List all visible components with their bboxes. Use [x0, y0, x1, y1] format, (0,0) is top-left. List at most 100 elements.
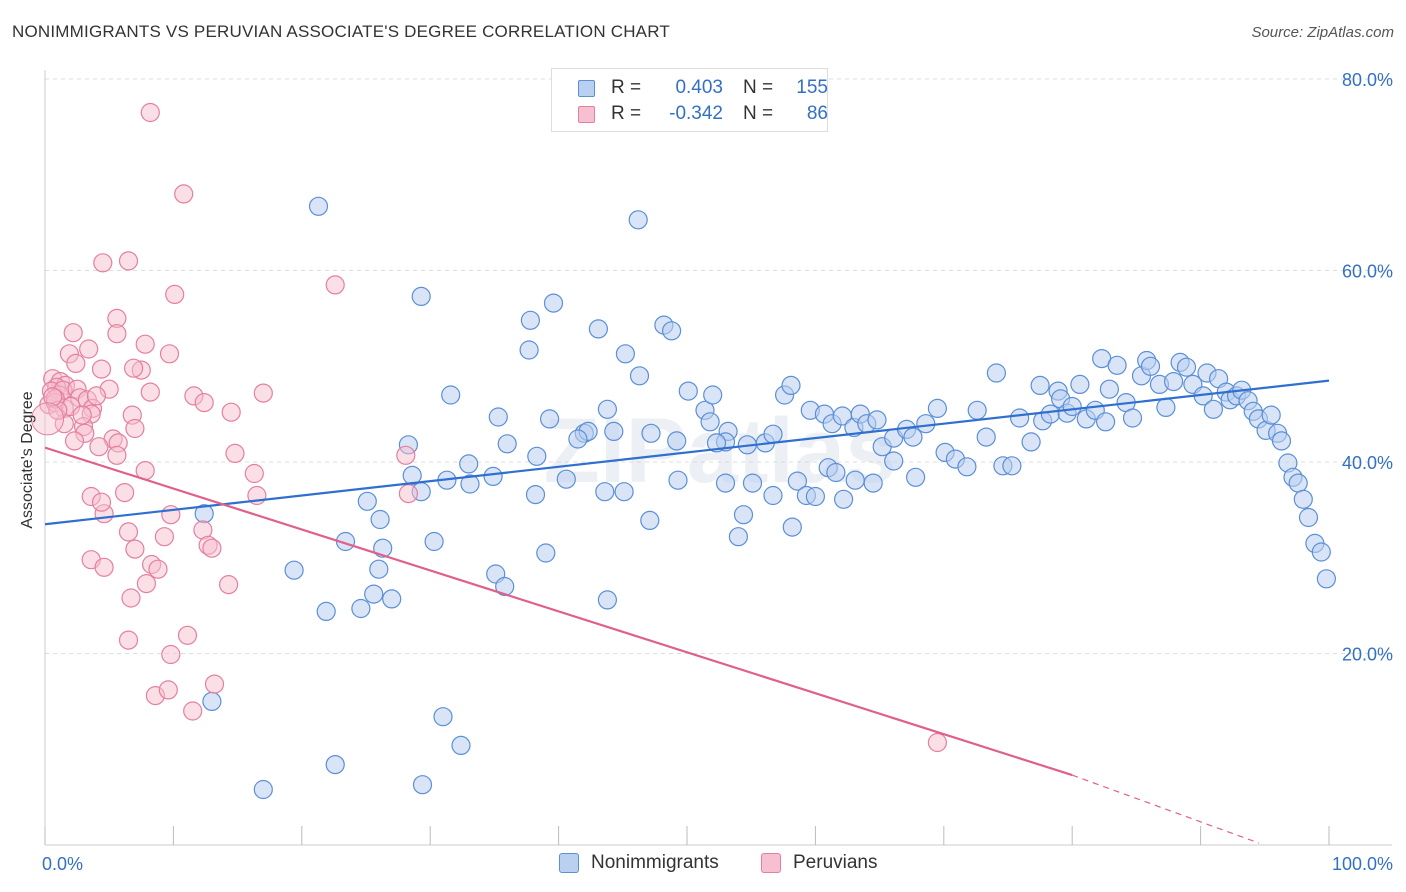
nonimmigrants-point	[539, 409, 560, 429]
nonimmigrants-point	[1062, 396, 1082, 417]
nonimmigrants-point	[370, 509, 390, 530]
nonimmigrants-point	[1070, 374, 1090, 394]
peruvians-point	[396, 445, 416, 465]
nonimmigrants-point	[629, 366, 650, 386]
peruvians-point	[89, 437, 109, 457]
legend-r-label: R =	[611, 77, 642, 98]
nonimmigrants-point	[369, 559, 389, 579]
nonimmigrants-point	[700, 412, 720, 432]
nonimmigrants-point	[733, 505, 754, 525]
nonimmigrants-point	[1009, 408, 1030, 428]
peruvians-point	[64, 431, 85, 451]
peruvians-point	[159, 344, 180, 364]
peruvians-point	[154, 527, 174, 547]
nonimmigrants-point	[284, 560, 304, 580]
legend-row-peruvians: R = -0.342 N = 86	[578, 102, 828, 126]
nonimmigrants-point	[641, 423, 661, 443]
nonimmigrants-point	[1203, 399, 1224, 419]
nonimmigrants-point	[1030, 375, 1050, 395]
nonimmigrants-point	[728, 527, 749, 547]
peruvians-point	[125, 418, 145, 439]
chart-title: NONIMMIGRANTS VS PERUVIAN ASSOCIATE'S DE…	[12, 22, 670, 41]
nonimmigrants-point	[1176, 357, 1197, 377]
peruvians-point	[161, 644, 181, 665]
peruvians-point	[118, 630, 139, 650]
nonimmigrants-point	[1040, 404, 1061, 424]
nonimmigrants-point	[667, 431, 687, 451]
nonimmigrants-point	[364, 584, 384, 604]
bottom-legend-label: Nonimmigrants	[591, 852, 719, 873]
bottom-legend-swatch-blue	[559, 853, 579, 873]
tick-labels: 20.0% 40.0% 60.0% 80.0% 0.0% 100.0%	[42, 70, 1393, 874]
nonimmigrants-point	[411, 286, 431, 306]
nonimmigrants-point	[1293, 489, 1313, 509]
nonimmigrants-point	[351, 598, 371, 619]
legend-row-nonimmigrants: R = 0.403 N = 155	[578, 76, 828, 100]
nonimmigrants-point	[742, 473, 763, 493]
peruvians-point	[91, 359, 112, 379]
y-tick-label: 80.0%	[1342, 70, 1393, 90]
x-tick-label: 0.0%	[42, 854, 83, 874]
nonimmigrants-point	[782, 517, 802, 537]
nonimmigrants-points	[194, 196, 1337, 800]
nonimmigrants-point	[967, 400, 987, 420]
nonimmigrants-point	[640, 510, 660, 531]
nonimmigrants-point	[460, 474, 480, 494]
peruvians-point	[125, 539, 145, 559]
nonimmigrants-point	[903, 427, 923, 447]
nonimmigrants-point	[781, 375, 801, 395]
nonimmigrants-point	[382, 589, 402, 609]
nonimmigrants-point	[424, 531, 444, 552]
nonimmigrants-point	[833, 489, 854, 509]
nonimmigrants-point	[1021, 432, 1041, 452]
nonimmigrants-point	[678, 381, 698, 401]
nonimmigrants-point	[519, 340, 539, 360]
nonimmigrants-point	[441, 385, 461, 405]
peruvians-point	[927, 732, 948, 753]
bottom-legend-peruvians: Peruvians	[761, 852, 878, 874]
nonimmigrants-point	[916, 414, 936, 434]
nonimmigrants-point	[451, 735, 471, 756]
peruvians-trend-extension	[1071, 774, 1260, 844]
y-axis-label: Associate's Degree	[19, 391, 36, 529]
legend-r-value: 0.403	[675, 77, 723, 98]
peruvians-point	[66, 353, 86, 373]
legend-n-value: 86	[806, 103, 828, 124]
legend-swatch-pink	[578, 105, 595, 123]
nonimmigrants-point	[715, 473, 736, 493]
peruvians-point	[79, 339, 99, 359]
nonimmigrants-point	[1288, 473, 1308, 493]
nonimmigrants-point	[957, 457, 977, 477]
nonimmigrants-point	[316, 601, 336, 622]
peruvians-point	[94, 557, 114, 577]
peruvians-point	[177, 625, 198, 645]
peruvians-point	[219, 574, 239, 595]
peruvians-point	[124, 358, 144, 378]
nonimmigrants-point	[1298, 507, 1319, 528]
peruvians-point	[174, 184, 194, 204]
nonimmigrants-point	[1261, 405, 1281, 425]
nonimmigrants-point	[459, 454, 479, 474]
nonimmigrants-point	[556, 469, 576, 489]
peruvians-point	[93, 253, 113, 273]
y-tick-label: 20.0%	[1342, 645, 1393, 665]
nonimmigrants-point	[373, 538, 393, 558]
nonimmigrants-point	[525, 485, 546, 505]
nonimmigrants-point	[986, 363, 1007, 383]
peruvians-point	[86, 386, 107, 406]
nonimmigrants-point	[661, 321, 682, 341]
peruvians-point	[398, 484, 418, 504]
nonimmigrants-point	[863, 473, 883, 493]
nonimmigrants-point	[763, 424, 783, 444]
peruvians-point	[202, 538, 222, 558]
peruvians-point	[183, 701, 203, 721]
nonimmigrants-point	[202, 691, 222, 712]
nonimmigrants-point	[595, 482, 615, 502]
nonimmigrants-point	[1122, 408, 1143, 428]
nonimmigrants-point	[1163, 372, 1184, 392]
peruvians-point	[43, 387, 63, 407]
nonimmigrants-point	[845, 470, 865, 490]
nonimmigrants-point	[588, 319, 609, 339]
nonimmigrants-point	[905, 467, 926, 487]
nonimmigrants-point	[1099, 379, 1120, 399]
